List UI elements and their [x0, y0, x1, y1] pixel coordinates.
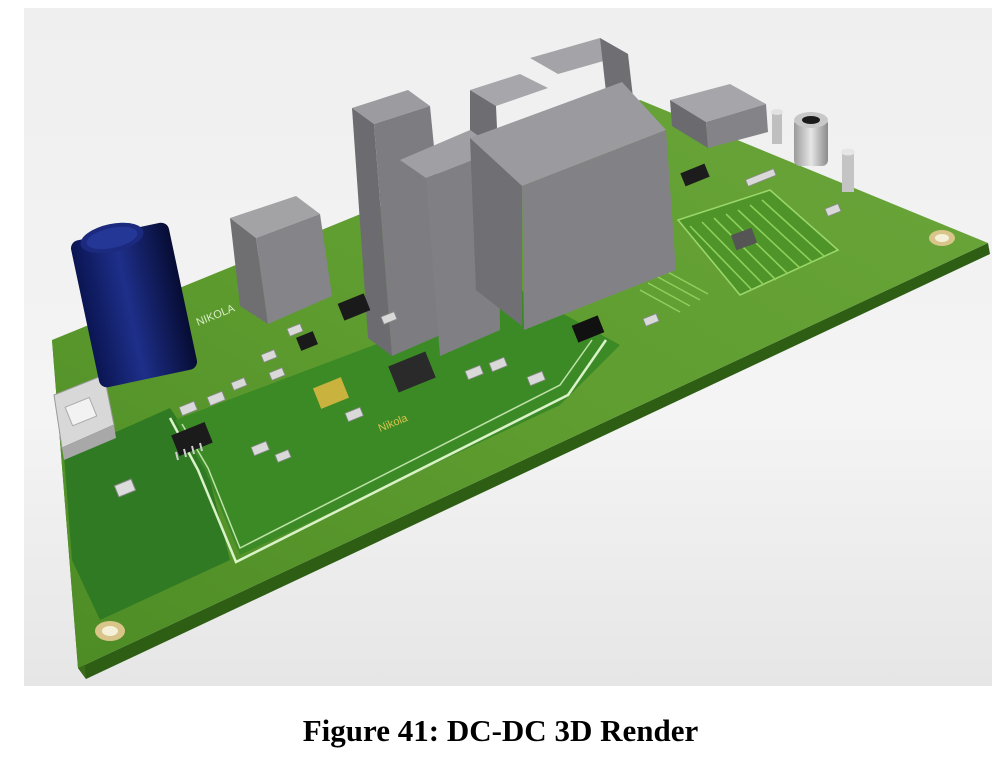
- transformer-core: [352, 38, 676, 356]
- pcb-3d-render: NIKOLA: [24, 8, 992, 686]
- copper-pour-isolated: [175, 290, 620, 555]
- ic-chip-right: [730, 227, 758, 251]
- smd-array: [178, 168, 842, 463]
- gold-pad: [312, 377, 350, 409]
- ic-soic8-left: [171, 422, 213, 461]
- inductor-block-left: [230, 196, 332, 324]
- figure-caption: Figure 41: DC-DC 3D Render: [302, 713, 699, 748]
- mounting-hole: [929, 230, 955, 246]
- isolation-trace-inner: [181, 339, 593, 550]
- hatch-footprint: [676, 189, 840, 296]
- usb-connector: [53, 374, 116, 460]
- board-edge: [78, 243, 990, 679]
- isolation-trace: [168, 339, 608, 564]
- ic-chip: [296, 163, 710, 393]
- copper-pour-left: [64, 408, 230, 620]
- mounting-hole: [95, 621, 125, 641]
- inductor-block-right: [670, 84, 768, 148]
- electrolytic-capacitor-large: [70, 222, 198, 388]
- electrolytic-capacitor-small: [794, 112, 828, 166]
- hatch-footprint-lower: [639, 269, 709, 313]
- test-point: [841, 148, 855, 192]
- test-point: [771, 109, 783, 144]
